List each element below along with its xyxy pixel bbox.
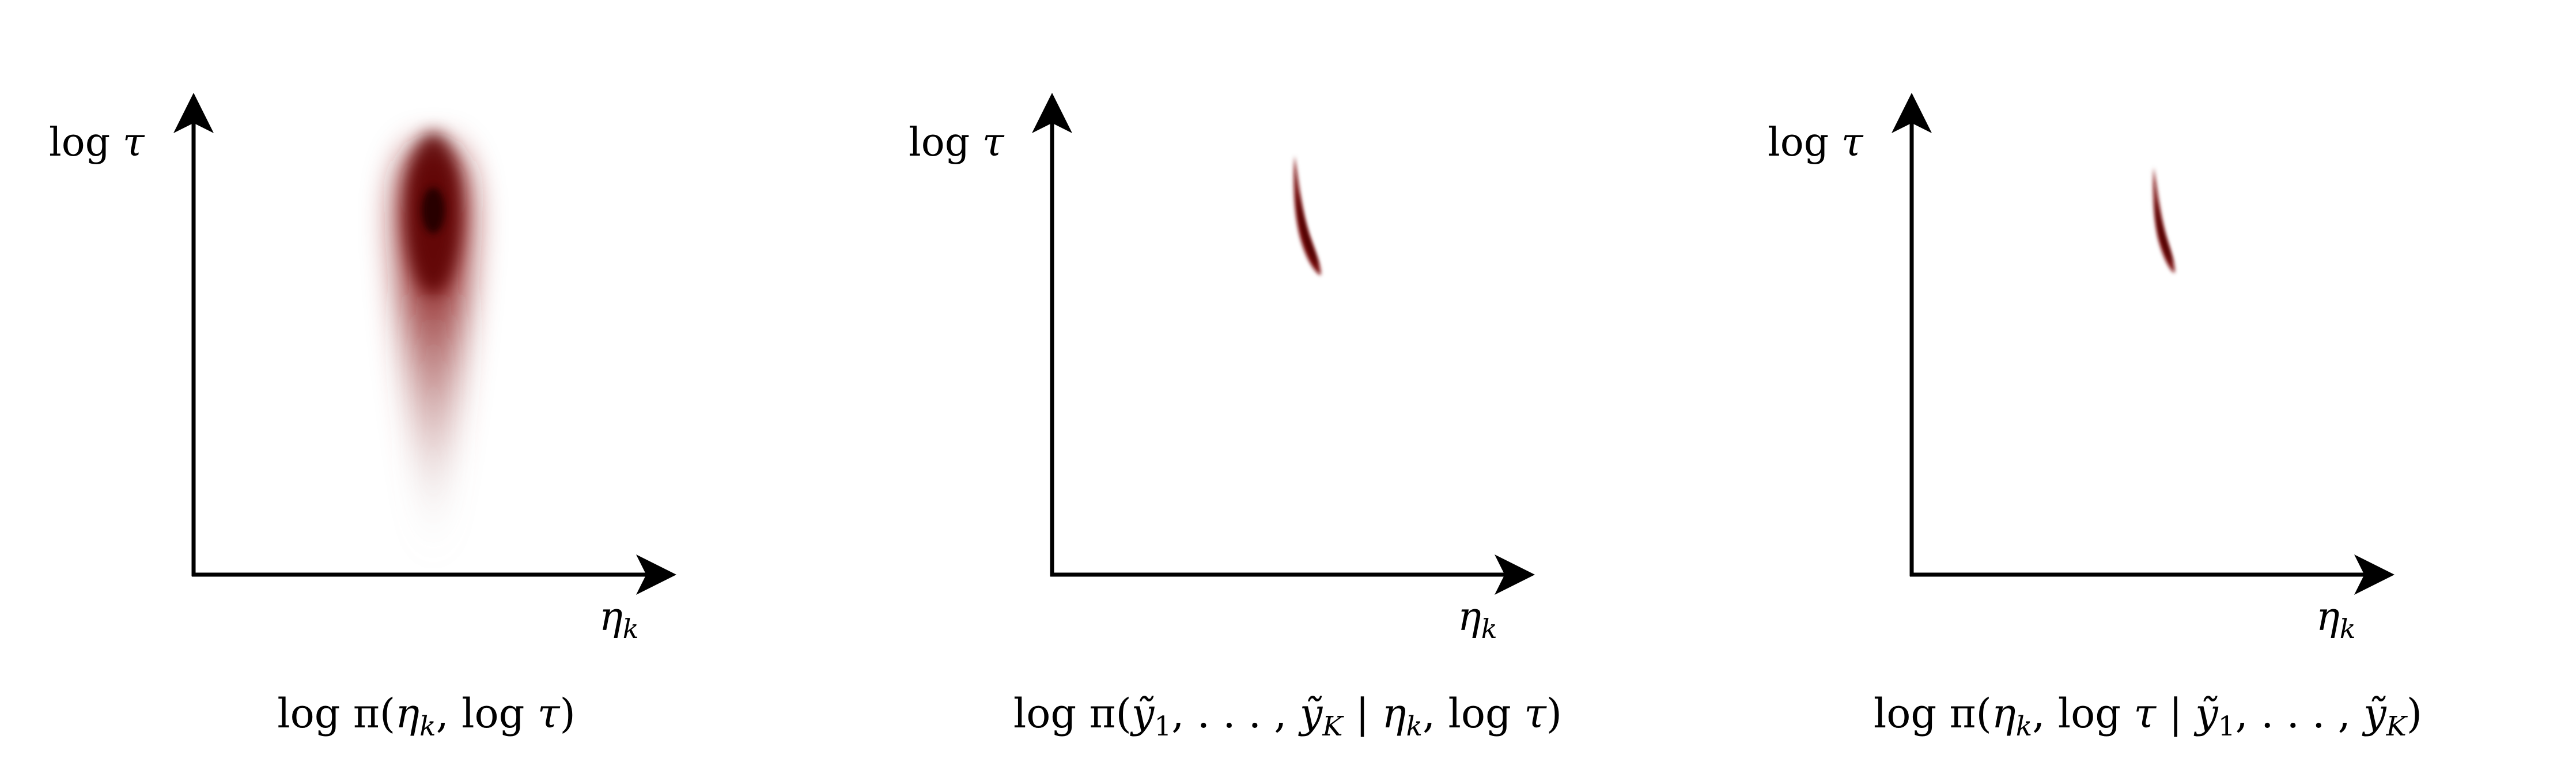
density-posterior xyxy=(2153,167,2175,273)
y-axis-label-posterior: log τ xyxy=(1768,120,1864,165)
density-likelihood xyxy=(1293,156,1321,276)
density-prior-peak xyxy=(422,187,445,233)
density-posterior-core xyxy=(2156,199,2172,263)
panel-prior: log τ ηk log π(ηk, log τ) xyxy=(49,93,676,742)
density-likelihood-core xyxy=(1298,190,1318,266)
density-prior xyxy=(395,133,471,560)
caption-posterior: log π(ηk, log τ | ỹ1, . . . , ỹK) xyxy=(1874,690,2422,742)
panel-likelihood: log τ ηk log π(ỹ1, . . . , ỹK | ηk, log … xyxy=(909,93,1562,742)
x-axis-label-prior: ηk xyxy=(599,594,639,644)
y-axis-label-likelihood: log τ xyxy=(909,120,1005,165)
y-axis-label-prior: log τ xyxy=(49,120,145,165)
caption-likelihood: log π(ỹ1, . . . , ỹK | ηk, log τ) xyxy=(1013,690,1562,742)
caption-prior: log π(ηk, log τ) xyxy=(277,690,576,742)
density-likelihood-sliver xyxy=(1293,156,1321,276)
x-axis-label-posterior: ηk xyxy=(2316,594,2356,644)
x-axis-label-likelihood: ηk xyxy=(1458,594,1497,644)
panel-posterior: log τ ηk log π(ηk, log τ | ỹ1, . . . , ỹ… xyxy=(1768,93,2422,742)
density-posterior-sliver xyxy=(2153,167,2175,273)
